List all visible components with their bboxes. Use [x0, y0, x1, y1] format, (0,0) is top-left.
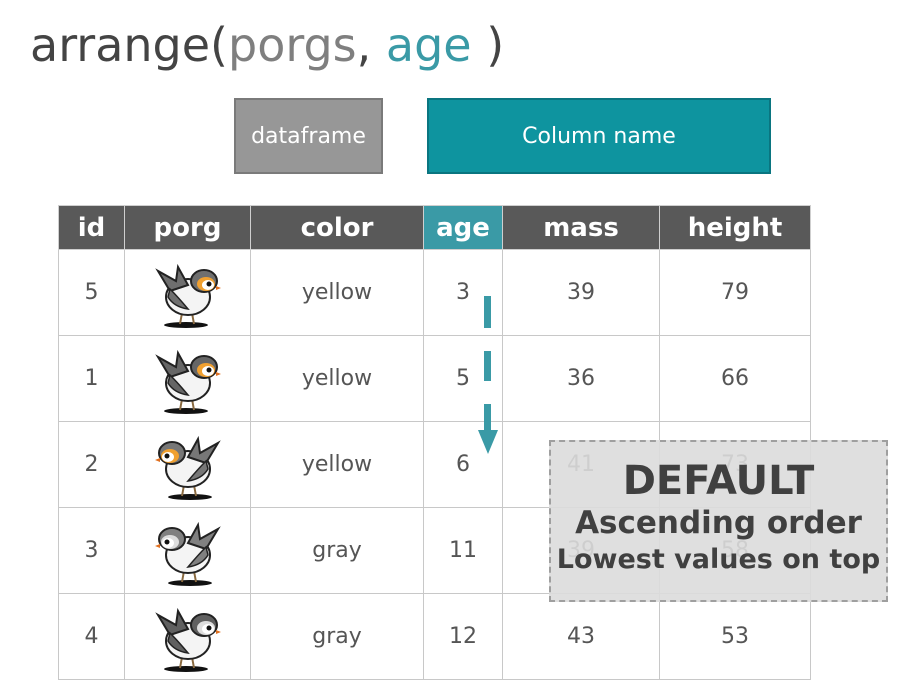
header-id: id — [58, 205, 125, 250]
callout-lowest-top: Lowest values on top — [556, 544, 881, 575]
code-comma: , — [356, 18, 372, 72]
cell-color: yellow — [250, 335, 424, 422]
table-header-row: id porg color age mass height — [58, 205, 811, 250]
porgs-table: id porg color age mass height 5 yellow 3 39… — [58, 205, 811, 680]
porg-icon — [154, 349, 221, 414]
table-row: 1 yellow 5 36 66 — [58, 335, 811, 422]
cell-color: gray — [250, 593, 424, 680]
cell-id: 1 — [58, 335, 125, 422]
header-porg: porg — [124, 205, 251, 250]
cell-id: 4 — [58, 593, 125, 680]
header-mass: mass — [502, 205, 660, 250]
cell-age: 12 — [423, 593, 503, 680]
dataframe-label-box: dataframe — [234, 98, 383, 174]
cell-height: 66 — [659, 335, 811, 422]
cell-porg — [124, 421, 251, 508]
porg-icon — [154, 263, 221, 328]
code-function: arrange( — [30, 18, 228, 72]
table-row: 2yellow64173 — [58, 421, 811, 508]
callout-ascending: Ascending order — [575, 505, 862, 541]
cell-id: 5 — [58, 249, 125, 336]
cell-color: gray — [250, 507, 424, 594]
dataframe-label: dataframe — [251, 123, 366, 149]
cell-id: 3 — [58, 507, 125, 594]
code-dataframe: porgs — [228, 18, 357, 72]
cell-mass: 43 — [502, 593, 660, 680]
cell-porg — [124, 249, 251, 336]
code-close: ) — [471, 18, 505, 72]
code-column: age — [385, 18, 472, 72]
cell-mass: 39 — [502, 249, 660, 336]
cell-age: 11 — [423, 507, 503, 594]
down-arrow-icon — [478, 296, 498, 454]
cell-mass: 36 — [502, 335, 660, 422]
table-row: 4 gray 12 43 53 — [58, 593, 811, 680]
code-title: arrange(porgs, age ) — [30, 18, 504, 72]
cell-color: yellow — [250, 249, 424, 336]
cell-height: 79 — [659, 249, 811, 336]
header-age: age — [423, 205, 503, 250]
callout-default: DEFAULT — [622, 458, 815, 504]
cell-color: yellow — [250, 421, 424, 508]
porg-icon — [154, 435, 221, 500]
cell-porg — [124, 507, 251, 594]
column-name-label-box: Column name — [427, 98, 771, 174]
cell-id: 2 — [58, 421, 125, 508]
header-height: height — [659, 205, 811, 250]
header-color: color — [250, 205, 424, 250]
table-row: 5 yellow 3 39 79 — [58, 249, 811, 336]
porg-icon — [154, 607, 221, 672]
cell-porg — [124, 593, 251, 680]
porg-icon — [154, 521, 221, 586]
cell-height: 53 — [659, 593, 811, 680]
cell-porg — [124, 335, 251, 422]
default-order-callout: DEFAULT Ascending order Lowest values on… — [549, 440, 888, 602]
column-name-label: Column name — [522, 123, 676, 149]
